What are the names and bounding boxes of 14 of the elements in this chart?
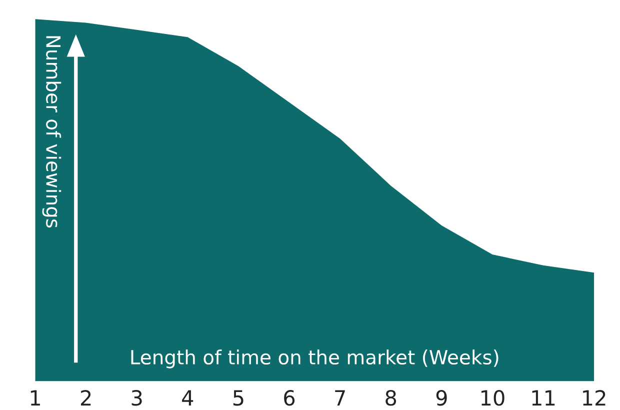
x-tick-label: 6: [284, 390, 295, 406]
x-tick-label: 4: [182, 390, 194, 406]
x-axis-title: Length of time on the market (Weeks): [131, 350, 498, 368]
x-tick-label: 12: [583, 390, 606, 406]
x-tick-label: 1: [30, 390, 40, 406]
x-tick-label: 3: [132, 390, 142, 406]
x-tick-label: 9: [436, 390, 447, 406]
x-tick-label: 8: [386, 390, 396, 406]
x-tick-label: 11: [532, 390, 555, 406]
x-tick-label: 7: [335, 390, 345, 406]
x-tick-label: 2: [80, 390, 91, 406]
y-axis-title: Number of viewings: [42, 36, 62, 228]
x-tick-label: 10: [481, 390, 504, 406]
x-tick-label: 5: [233, 390, 244, 406]
